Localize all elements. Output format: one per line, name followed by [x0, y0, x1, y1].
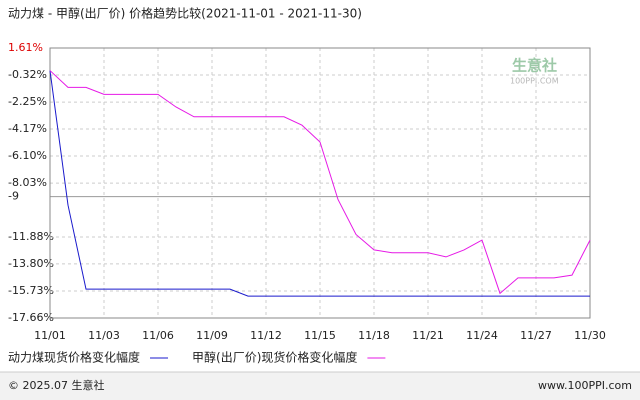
- y-tick-label: 1.61%: [8, 41, 43, 54]
- x-tick-label: 11/12: [250, 329, 282, 342]
- x-tick-label: 11/18: [358, 329, 390, 342]
- x-tick-label: 11/01: [34, 329, 66, 342]
- footer-right: www.100PPI.com: [538, 379, 632, 392]
- plot-frame: [49, 47, 591, 319]
- y-tick-label: -8.03%: [8, 176, 47, 189]
- x-tick-label: 11/15: [304, 329, 336, 342]
- x-tick-label: 11/09: [196, 329, 228, 342]
- x-tick-label: 11/24: [466, 329, 498, 342]
- chart-title: 动力煤 - 甲醇(出厂价) 价格趋势比较(2021-11-01 - 2021-1…: [8, 6, 362, 21]
- x-tick-label: 11/06: [142, 329, 174, 342]
- y-tick-label: -4.17%: [8, 122, 47, 135]
- x-tick-label: 11/30: [574, 329, 606, 342]
- x-tick-label: 11/21: [412, 329, 444, 342]
- x-tick-label: 11/27: [520, 329, 552, 342]
- legend-label: 甲醇(出厂价)现货价格变化幅度: [192, 350, 357, 365]
- x-tick-label: 11/03: [88, 329, 120, 342]
- y-tick-label: -13.80%: [8, 257, 54, 270]
- footer-band: [0, 372, 640, 400]
- y-tick-label: -2.25%: [8, 95, 47, 108]
- watermark-name: 生意社: [512, 57, 557, 75]
- series-line: [49, 70, 591, 295]
- y-tick-label: -17.66%: [8, 311, 54, 324]
- y-tick-label: -0.32%: [8, 68, 47, 81]
- footer-left: © 2025.07 生意社: [8, 378, 104, 392]
- legend-label: 动力煤现货价格变化幅度: [8, 350, 140, 365]
- y-tick-label: -9: [8, 190, 19, 203]
- y-tick-label: -11.88%: [8, 230, 54, 243]
- series-line: [49, 70, 590, 297]
- y-tick-label: -6.10%: [8, 149, 47, 162]
- y-tick-label: -15.73%: [8, 284, 54, 297]
- watermark-site: 100PPI.COM: [510, 77, 559, 86]
